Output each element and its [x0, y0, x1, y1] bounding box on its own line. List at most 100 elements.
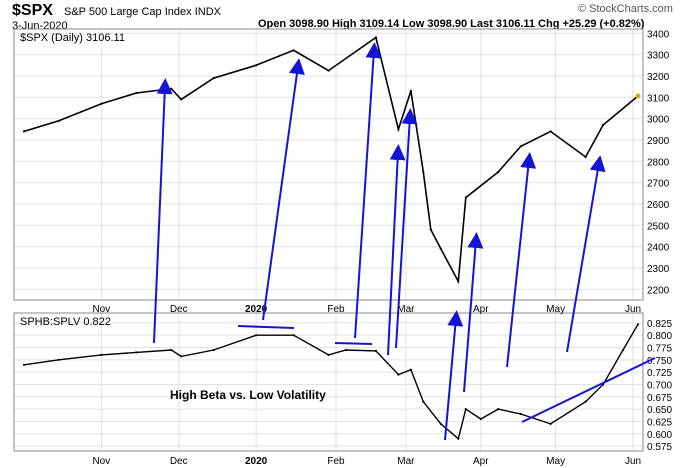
- ratio-point: [57, 358, 61, 361]
- y-tick-label: 2700: [647, 179, 670, 190]
- ratio-point: [255, 334, 258, 337]
- price-point: [549, 130, 552, 133]
- annotation-arrow: [395, 108, 418, 349]
- y-tick-label: 2900: [647, 136, 670, 147]
- y-tick-label: 3000: [647, 115, 670, 126]
- ratio-point: [549, 422, 552, 425]
- ratio-point: [636, 323, 640, 326]
- ratio-point: [212, 348, 215, 352]
- price-point: [409, 89, 412, 92]
- ratio-point: [397, 373, 400, 376]
- x-tick-label: Mar: [397, 456, 415, 467]
- grid: [14, 29, 643, 451]
- y-tick-label: 0.800: [647, 331, 672, 342]
- price-point: [327, 69, 330, 72]
- annotation-trendline: [521, 357, 656, 423]
- chart-symbol: $SPX: [12, 2, 53, 19]
- x-tick-label: Dec: [170, 304, 188, 315]
- price-point: [22, 130, 26, 133]
- y-tick-label: 0.650: [647, 405, 672, 416]
- ratio-point: [409, 368, 412, 371]
- ratio-point: [584, 400, 587, 403]
- ratio-point: [621, 348, 625, 352]
- ratio-point: [22, 363, 26, 366]
- price-point: [100, 102, 103, 105]
- ratio-point: [457, 437, 460, 440]
- x-tick-label: Feb: [327, 456, 345, 467]
- annotation-arrow: [153, 78, 173, 344]
- price-point: [422, 170, 425, 174]
- ratio-point: [292, 334, 295, 337]
- ohlc-summary: Open 3098.90 High 3109.14 Low 3098.90 La…: [258, 18, 645, 30]
- price-point: [170, 87, 173, 90]
- ratio-point: [374, 349, 377, 352]
- price-legend: $SPX (Daily) 3106.11: [20, 32, 125, 44]
- ratio-point: [422, 400, 425, 403]
- x-tick-label: May: [546, 304, 565, 315]
- annotation-arrows: [153, 42, 656, 441]
- spx-price-line: [23, 36, 639, 285]
- ratio-point: [170, 348, 173, 352]
- price-point: [180, 98, 183, 101]
- price-panel-frame: [13, 28, 644, 301]
- x-tick-label: 2020: [245, 456, 268, 467]
- ratio-point: [497, 408, 500, 411]
- x-tick-label: Apr: [473, 304, 489, 315]
- ratio-point: [135, 351, 138, 354]
- price-point: [374, 36, 377, 39]
- y-tick-label: 3400: [647, 29, 670, 40]
- y-tick-label: 0.625: [647, 417, 672, 428]
- ratio-point: [479, 417, 482, 421]
- x-tick-label: Feb: [327, 304, 345, 315]
- ratio-point: [327, 353, 330, 356]
- y-tick-label: 2400: [647, 243, 670, 254]
- x-tick-label: Apr: [473, 456, 489, 467]
- price-point: [212, 77, 215, 80]
- y-tick-label: 2300: [647, 264, 670, 275]
- price-point: [602, 123, 605, 127]
- price-point: [457, 280, 460, 283]
- x-tick-label: Dec: [170, 456, 188, 467]
- y-tick-label: 3200: [647, 72, 670, 83]
- price-panel: 2200 2300 2400 2500 2600 2700 2800 2900 3000 3100…: [22, 29, 670, 315]
- y-tick-label: 2600: [647, 200, 670, 211]
- x-tick-label: Mar: [397, 304, 415, 315]
- y-tick-label: 0.675: [647, 393, 672, 404]
- y-tick-label: 2200: [647, 285, 670, 296]
- price-point: [57, 119, 61, 122]
- ratio-point: [100, 353, 103, 356]
- ratio-line: [23, 323, 639, 440]
- y-tick-label: 0.700: [647, 380, 672, 391]
- y-tick-label: 2800: [647, 157, 670, 168]
- x-tick-label: Nov: [92, 304, 110, 315]
- annotation-arrow: [463, 232, 484, 393]
- x-tick-label: Nov: [92, 456, 110, 467]
- y-tick-label: 0.750: [647, 356, 672, 367]
- ratio-point: [344, 348, 348, 352]
- exchange-label: INDX: [194, 6, 221, 18]
- y-tick-label: 0.600: [647, 430, 672, 441]
- y-tick-label: 0.575: [647, 442, 672, 453]
- y-tick-label: 0.725: [647, 368, 672, 379]
- price-point: [429, 228, 432, 231]
- x-tick-label: Jun: [625, 456, 641, 467]
- price-point: [497, 170, 500, 174]
- y-tick-label: 0.825: [647, 319, 672, 330]
- ratio-point: [439, 422, 442, 425]
- price-point: [439, 247, 442, 250]
- annotation-trendline: [334, 342, 373, 345]
- price-point: [397, 128, 400, 131]
- annotation-arrow: [566, 155, 606, 353]
- price-point: [292, 49, 295, 52]
- y-tick-label: 3100: [647, 93, 670, 104]
- security-name-text: S&P 500 Large Cap Index: [64, 6, 192, 18]
- annotation-arrow: [387, 144, 406, 356]
- price-point: [135, 91, 138, 95]
- ratio-point: [519, 412, 522, 416]
- x-tick-label: Jun: [625, 304, 641, 315]
- x-tick-label: 2020: [245, 304, 268, 315]
- ratio-point: [180, 355, 183, 358]
- price-point: [255, 64, 258, 67]
